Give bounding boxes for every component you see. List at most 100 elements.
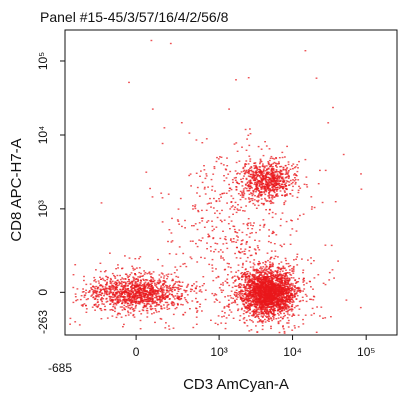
event-dot: [288, 298, 291, 300]
event-dot: [130, 289, 133, 291]
event-dot: [254, 239, 256, 241]
event-dot: [118, 312, 120, 314]
event-dot: [169, 42, 172, 45]
event-dot: [249, 183, 252, 185]
event-dot: [135, 285, 138, 287]
event-dot: [109, 303, 111, 305]
event-dot: [148, 272, 150, 274]
event-dot: [117, 290, 120, 292]
event-dot: [227, 295, 229, 297]
event-dot: [247, 295, 249, 297]
event-dot: [238, 160, 241, 162]
event-dot: [95, 281, 97, 283]
event-dot: [269, 301, 272, 304]
event-dot: [277, 161, 280, 163]
event-dot: [297, 167, 299, 169]
event-dot: [244, 307, 247, 309]
event-dot: [265, 172, 268, 174]
event-dot: [109, 289, 112, 291]
event-dot: [281, 301, 284, 303]
event-dot: [177, 286, 180, 289]
event-dot: [284, 285, 287, 288]
event-dot: [264, 282, 266, 285]
event-dot: [285, 308, 288, 310]
event-dot: [141, 301, 143, 303]
event-dot: [143, 305, 146, 307]
event-dot: [181, 285, 183, 287]
event-dot: [140, 289, 143, 292]
event-dot: [245, 293, 248, 295]
event-dot: [123, 323, 125, 326]
event-dot: [256, 288, 259, 290]
event-dot: [269, 280, 271, 282]
event-dot: [255, 207, 258, 209]
event-dot: [272, 284, 274, 286]
event-dot: [173, 283, 175, 286]
event-dot: [292, 163, 295, 165]
event-dot: [213, 197, 215, 200]
event-dot: [276, 298, 279, 300]
event-dot: [295, 281, 298, 283]
event-dot: [124, 289, 127, 291]
event-dot: [258, 320, 261, 323]
event-dot: [303, 280, 306, 282]
event-dot: [243, 272, 245, 275]
event-dot: [260, 279, 263, 281]
event-dot: [253, 176, 256, 179]
event-dot: [174, 308, 177, 310]
event-dot: [241, 300, 244, 303]
event-dot: [154, 294, 157, 296]
event-dot: [228, 216, 231, 218]
event-dot: [266, 274, 269, 276]
event-dot: [268, 197, 271, 199]
event-dot: [92, 293, 95, 295]
event-dot: [283, 267, 285, 270]
event-dot: [275, 180, 277, 182]
event-dot: [262, 266, 265, 268]
event-dot: [210, 206, 212, 208]
event-dot: [305, 282, 308, 284]
event-dot: [153, 296, 156, 299]
event-dot: [249, 128, 251, 130]
event-dot: [264, 197, 266, 200]
event-dot: [281, 288, 284, 290]
event-dot: [296, 290, 299, 292]
event-dot: [184, 299, 187, 301]
event-dot: [172, 327, 175, 329]
event-dot: [94, 309, 96, 311]
event-dot: [290, 277, 293, 279]
event-dot: [295, 258, 297, 260]
event-dot: [143, 299, 146, 301]
event-dot: [101, 277, 104, 280]
event-dot: [261, 276, 264, 278]
event-dot: [255, 182, 258, 185]
event-dot: [244, 281, 247, 284]
event-dot: [238, 284, 240, 286]
event-dot: [293, 295, 296, 298]
event-dot: [225, 238, 227, 241]
event-dot: [225, 177, 228, 179]
event-dot: [215, 294, 218, 296]
event-dot: [259, 158, 262, 160]
event-dot: [261, 171, 264, 174]
event-dot: [279, 300, 282, 302]
event-dot: [227, 299, 230, 301]
event-dot: [269, 188, 271, 190]
event-dot: [292, 301, 295, 303]
event-dot: [278, 187, 281, 190]
event-dot: [257, 298, 260, 301]
event-dot: [92, 285, 94, 287]
event-dot: [285, 273, 287, 275]
event-dot: [195, 285, 198, 287]
event-dot: [275, 282, 277, 284]
event-dot: [218, 287, 221, 289]
event-dot: [260, 297, 263, 299]
event-dot: [274, 300, 276, 303]
event-dot: [235, 257, 238, 259]
event-dot: [161, 265, 164, 267]
event-dot: [242, 295, 245, 297]
event-dot: [145, 305, 148, 307]
event-dot: [285, 172, 288, 174]
event-dot: [281, 306, 284, 308]
event-dot: [274, 293, 276, 296]
